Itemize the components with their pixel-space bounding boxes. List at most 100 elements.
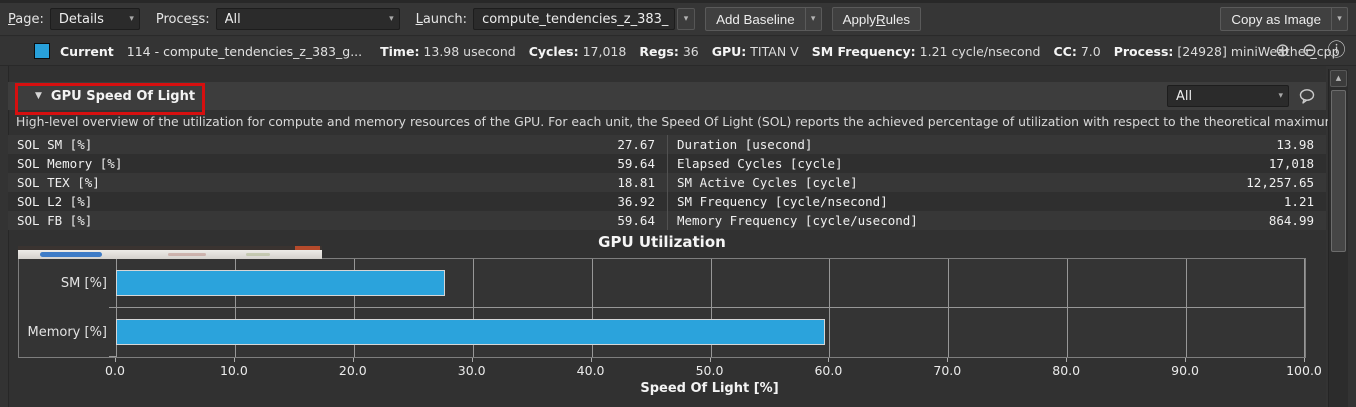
x-axis-tick-label: 30.0: [457, 363, 486, 378]
metric-row[interactable]: SOL FB [%] 59.64: [8, 211, 667, 230]
metric-row[interactable]: SOL TEX [%] 18.81: [8, 173, 667, 192]
x-axis-tick-label: 60.0: [814, 363, 843, 378]
y-axis-tick: [109, 356, 116, 357]
x-axis-tick-label: 0.0: [105, 363, 125, 378]
category-label-memory: Memory [%]: [27, 325, 108, 340]
metric-row[interactable]: Memory Frequency [cycle/usecond] 864.99: [668, 211, 1326, 230]
render-artifact-top: [18, 246, 322, 250]
horizontal-gridline: [116, 307, 1305, 308]
launch-label: Launch:: [415, 11, 468, 27]
vertical-gridline: [591, 259, 593, 357]
vertical-gridline: [116, 259, 117, 357]
render-artifact-orange: [295, 246, 320, 250]
sol-metrics-table: SOL SM [%] 27.67 SOL Memory [%] 59.64 SOL TE…: [8, 135, 1326, 230]
render-artifact-smudge: [246, 253, 270, 256]
metric-value: 18.81: [617, 175, 655, 190]
zoom-in-icon[interactable]: ⊕: [1274, 40, 1291, 61]
x-axis-tick: [1066, 358, 1068, 362]
page-dropdown[interactable]: Details ▾: [49, 8, 140, 30]
copy-as-image-dropdown-arrow-button[interactable]: ▾: [1331, 7, 1348, 31]
x-axis-tick-label: 80.0: [1052, 363, 1081, 378]
metric-name: SOL Memory [%]: [17, 156, 123, 171]
x-axis-tick-label: 50.0: [695, 363, 724, 378]
sol-metrics-left-column: SOL SM [%] 27.67 SOL Memory [%] 59.64 SOL TE…: [8, 135, 667, 230]
render-artifact-blue-blob: [40, 252, 102, 257]
process-dropdown[interactable]: All ▾: [215, 8, 400, 30]
metric-value: 59.64: [617, 156, 655, 171]
metric-row[interactable]: SOL SM [%] 27.67: [8, 135, 667, 154]
vertical-scrollbar[interactable]: ▲: [1328, 69, 1348, 407]
process-dropdown-value: All: [224, 11, 241, 27]
x-axis-tick: [471, 358, 473, 362]
chevron-down-icon: ▾: [389, 14, 394, 24]
kernel-stat: Time: 13.98 usecond: [380, 43, 516, 59]
section-filter-dropdown[interactable]: All ▾: [1167, 85, 1289, 107]
scrollbar-thumb[interactable]: [1331, 90, 1346, 252]
kernel-stat: Cycles: 17,018: [528, 43, 627, 59]
x-axis-tick-label: 10.0: [219, 363, 248, 378]
x-axis-tick: [1304, 358, 1305, 362]
metric-name: SOL FB [%]: [17, 213, 93, 228]
metric-name: Elapsed Cycles [cycle]: [677, 156, 843, 171]
metric-row[interactable]: SOL L2 [%] 36.92: [8, 192, 667, 211]
metric-name: SOL L2 [%]: [17, 194, 93, 209]
comment-icon[interactable]: [1298, 88, 1316, 104]
launch-dropdown-arrow-button[interactable]: ▾: [677, 8, 696, 30]
x-axis-tick-label: 70.0: [933, 363, 962, 378]
launch-dropdown[interactable]: compute_tendencies_z_383_gpu: [473, 8, 676, 30]
vertical-gridline: [1304, 259, 1305, 357]
x-axis-tick: [115, 358, 116, 362]
section-title: GPU Speed Of Light: [50, 88, 196, 104]
chevron-down-icon: ▾: [129, 14, 134, 24]
metric-row[interactable]: Duration [usecond] 13.98: [668, 135, 1326, 154]
page-dropdown-value: Details: [58, 11, 104, 27]
add-baseline-dropdown-arrow-button[interactable]: ▾: [804, 7, 822, 31]
metric-value: 27.67: [617, 137, 655, 152]
metric-name: SM Active Cycles [cycle]: [677, 175, 858, 190]
x-axis-tick: [1185, 358, 1187, 362]
add-baseline-button[interactable]: Add Baseline: [705, 7, 806, 31]
metric-value: 864.99: [1268, 213, 1314, 228]
metric-value: 13.98: [1276, 137, 1314, 152]
kernel-stat: GPU: TITAN V: [711, 43, 799, 59]
metric-row[interactable]: Elapsed Cycles [cycle] 17,018: [668, 154, 1326, 173]
metric-row[interactable]: SOL Memory [%] 59.64: [8, 154, 667, 173]
info-icon[interactable]: ⓘ: [1327, 40, 1346, 61]
chevron-down-icon: ▾: [683, 14, 689, 24]
current-kernel-name: 114 - compute_tendencies_z_383_g...: [126, 43, 363, 59]
x-axis-tick: [709, 358, 711, 362]
copy-as-image-button[interactable]: Copy as Image: [1220, 7, 1332, 31]
section-header-gpu-speed-of-light[interactable]: ▼ GPU Speed Of Light All ▾: [8, 82, 1326, 110]
kernel-bar-actions: ⊕ ⊖ ⓘ: [1272, 40, 1347, 61]
current-label: Current: [60, 43, 114, 59]
vertical-gridline: [353, 259, 355, 357]
metric-value: 59.64: [617, 213, 655, 228]
chart-title: GPU Utilization: [598, 233, 726, 251]
kernel-stat: SM Frequency: 1.21 cycle/nsecond: [811, 43, 1041, 59]
metric-value: 1.21: [1283, 194, 1314, 209]
vertical-gridline: [472, 259, 474, 357]
scrollbar-up-button[interactable]: ▲: [1330, 70, 1347, 87]
category-label-sm: SM [%]: [60, 276, 107, 291]
chart-plot-area: [116, 259, 1305, 357]
render-artifact-body: [18, 250, 322, 259]
x-axis-tick: [947, 358, 949, 362]
zoom-out-icon[interactable]: ⊖: [1301, 40, 1318, 61]
x-axis-tick-label: 40.0: [576, 363, 605, 378]
process-label: Process:: [155, 11, 210, 27]
metric-name: SM Frequency [cycle/nsecond]: [677, 194, 888, 209]
metric-row[interactable]: SM Frequency [cycle/nsecond] 1.21: [668, 192, 1326, 211]
current-kernel-bar: Current 114 - compute_tendencies_z_383_g…: [0, 37, 1356, 66]
metric-value: 36.92: [617, 194, 655, 209]
metric-row[interactable]: SM Active Cycles [cycle] 12,257.65: [668, 173, 1326, 192]
vertical-gridline: [1067, 259, 1069, 357]
x-axis-tick-labels: 0.0 10.0 20.0 30.0 40.0 50.0 60.0 70.0 80.0 90.0 1…: [105, 363, 1322, 378]
x-axis-tick: [590, 358, 592, 362]
current-swatch: [34, 43, 50, 59]
vertical-gridline: [948, 259, 950, 357]
gpu-utilization-chart: SM [%] Memory [%]: [18, 258, 1306, 358]
collapse-triangle-icon[interactable]: ▼: [35, 91, 42, 101]
x-axis-tick: [233, 358, 235, 362]
main-toolbar: Page: Details ▾ Process: All ▾ Launch: c…: [0, 0, 1356, 36]
